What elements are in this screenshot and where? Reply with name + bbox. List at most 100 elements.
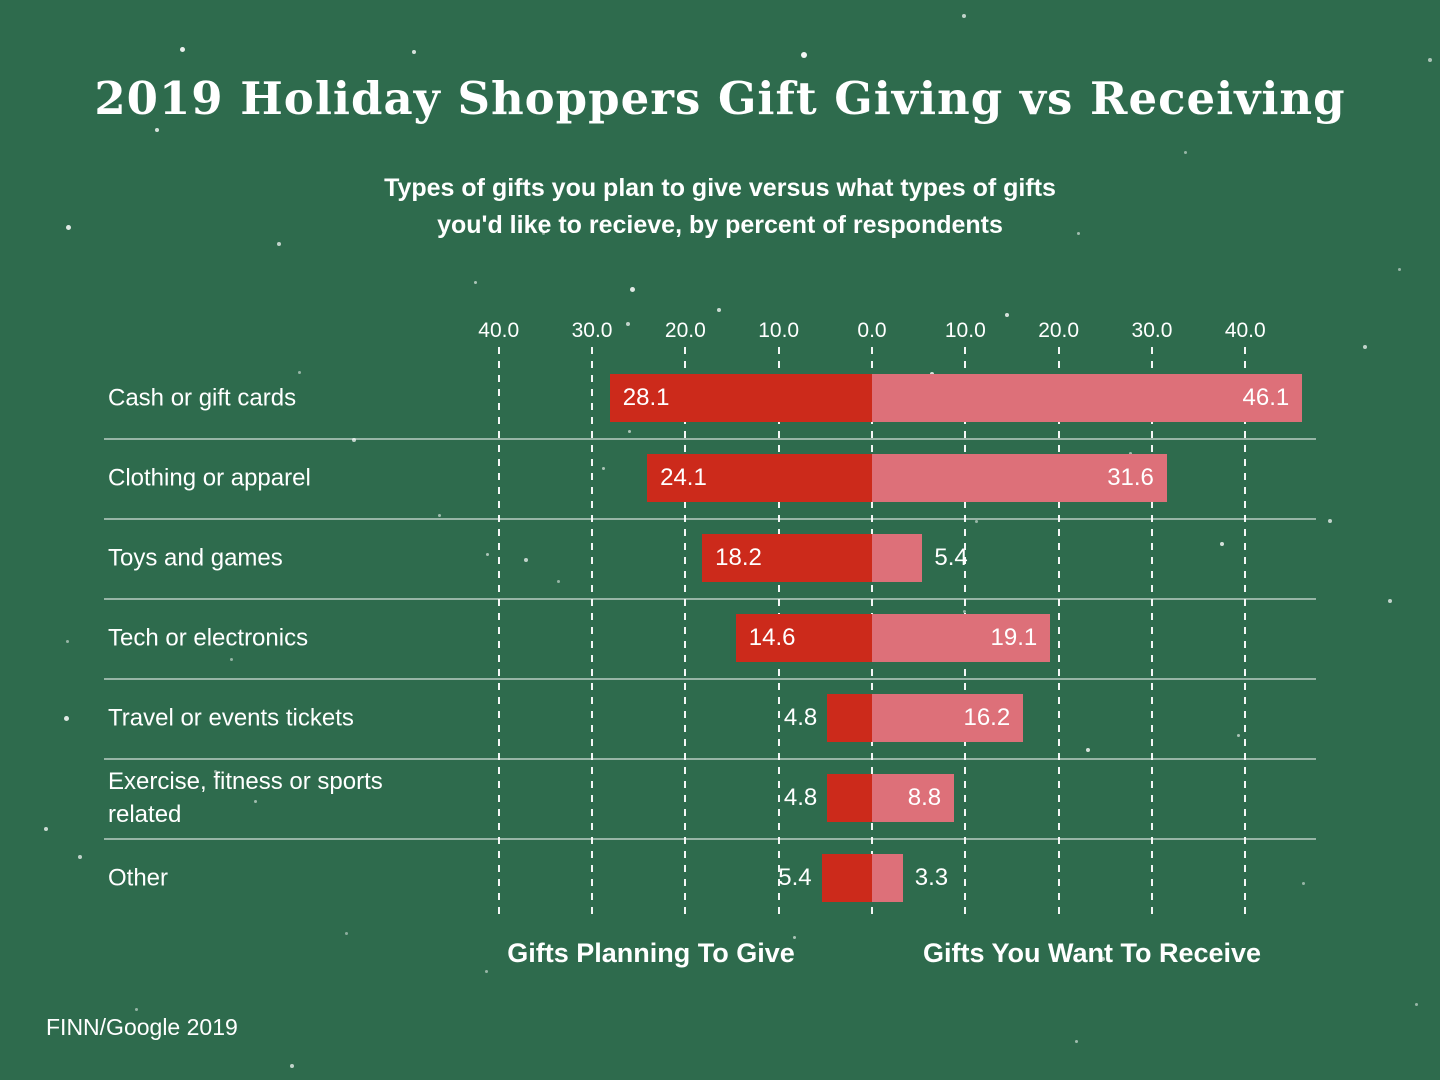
category-label: Cash or gift cards xyxy=(108,384,297,412)
snow-dot xyxy=(78,855,82,859)
snow-dot xyxy=(64,716,69,721)
value-label-receive: 19.1 xyxy=(990,624,1038,651)
chart-subtitle-line1: Types of gifts you plan to give versus w… xyxy=(384,174,1056,202)
snow-dot xyxy=(1388,599,1392,603)
snow-dot xyxy=(290,1064,294,1068)
gridline xyxy=(497,347,500,915)
row-separator xyxy=(104,438,1316,440)
snow-dot xyxy=(214,770,217,773)
category-label: Toys and games xyxy=(108,544,283,572)
value-label-receive: 3.3 xyxy=(914,864,949,891)
category-label: Tech or electronics xyxy=(108,624,309,652)
gridline xyxy=(591,347,594,915)
bar-gifts-want-to-receive xyxy=(872,854,903,902)
snow-dot xyxy=(352,438,356,442)
snow-dot xyxy=(626,322,630,326)
snow-dot xyxy=(438,514,441,517)
row-separator xyxy=(104,758,1316,760)
snow-dot xyxy=(1086,748,1090,752)
x-axis-tick: 40.0 xyxy=(478,319,520,342)
value-label-give: 24.1 xyxy=(660,464,707,491)
snow-dot xyxy=(66,640,69,643)
value-label-receive: 46.1 xyxy=(1242,384,1290,411)
snow-dot xyxy=(542,232,545,235)
snow-dot xyxy=(630,287,635,292)
x-axis-tick: 10.0 xyxy=(944,319,986,342)
value-label-receive: 5.4 xyxy=(934,544,968,571)
snow-dot xyxy=(602,467,605,470)
snow-dot xyxy=(1220,542,1224,546)
bar-gifts-planning-to-give xyxy=(609,374,872,422)
snow-dot xyxy=(1077,232,1080,235)
snow-dot xyxy=(1428,58,1432,62)
snow-dot xyxy=(345,932,348,935)
snow-dot xyxy=(155,128,159,132)
snow-dot xyxy=(1184,151,1187,154)
snow-dot xyxy=(298,371,301,374)
snow-dot xyxy=(412,50,416,54)
row-separator xyxy=(104,838,1316,840)
snow-dot xyxy=(801,52,807,58)
snow-dot xyxy=(1302,882,1305,885)
snow-dot xyxy=(1075,1040,1078,1043)
bar-gifts-planning-to-give xyxy=(827,694,872,742)
snow-dot xyxy=(1129,452,1132,455)
x-axis-tick: 30.0 xyxy=(1131,319,1173,342)
snow-dot xyxy=(1005,313,1009,317)
x-axis-tick: 20.0 xyxy=(1038,319,1080,342)
value-label-receive: 31.6 xyxy=(1107,464,1154,491)
chart-subtitle-line2: you'd like to recieve, by percent of res… xyxy=(437,211,1003,239)
snow-dot xyxy=(486,553,489,556)
row-separator xyxy=(104,518,1316,520)
value-label-give: 18.2 xyxy=(715,544,762,571)
category-label: Other xyxy=(108,864,169,892)
bar-gifts-planning-to-give xyxy=(827,774,872,822)
snow-dot xyxy=(717,308,721,312)
gridline xyxy=(684,347,687,915)
snow-dot xyxy=(44,827,48,831)
legend-label-receive: Gifts You Want To Receive xyxy=(922,938,1262,968)
snow-dot xyxy=(135,1008,138,1011)
chart-title: 2019 Holiday Shoppers Gift Giving vs Rec… xyxy=(94,72,1346,125)
bar-gifts-want-to-receive xyxy=(872,774,955,822)
x-axis-tick: 20.0 xyxy=(664,319,706,342)
chart-subtitle: Types of gifts you plan to give versus w… xyxy=(0,170,1440,244)
value-label-give: 4.8 xyxy=(783,704,818,731)
x-axis-tick: 0.0 xyxy=(857,319,887,342)
bar-gifts-want-to-receive xyxy=(872,374,1303,422)
category-label: Exercise, fitness or sports related xyxy=(108,768,383,828)
snow-dot xyxy=(180,47,185,52)
snow-dot xyxy=(485,970,488,973)
row-separator xyxy=(104,598,1316,600)
legend-label-give: Gifts Planning To Give xyxy=(507,938,795,968)
value-label-give: 14.6 xyxy=(748,624,796,651)
gridline xyxy=(1244,347,1247,915)
value-label-receive: 8.8 xyxy=(907,784,942,811)
bar-gifts-planning-to-give xyxy=(821,854,872,902)
value-label-give: 28.1 xyxy=(622,384,670,411)
x-axis-tick: 40.0 xyxy=(1224,319,1266,342)
category-label: Clothing or apparel xyxy=(108,464,311,492)
bar-gifts-planning-to-give xyxy=(735,614,872,662)
category-label: Travel or events tickets xyxy=(108,704,354,732)
snow-dot xyxy=(230,658,233,661)
x-axis-tick: 10.0 xyxy=(758,319,800,342)
value-label-give: 4.8 xyxy=(783,784,818,811)
snow-dot xyxy=(557,580,560,583)
value-label-give: 5.4 xyxy=(778,864,812,891)
x-axis-tick: 30.0 xyxy=(571,319,613,342)
snow-dot xyxy=(1101,957,1105,961)
snow-dot xyxy=(1363,345,1367,349)
snow-dot xyxy=(474,281,477,284)
bar-gifts-want-to-receive xyxy=(872,534,923,582)
gridline xyxy=(1057,347,1060,915)
bar-gifts-want-to-receive xyxy=(872,454,1167,502)
snow-dot xyxy=(524,558,528,562)
snow-dot xyxy=(962,14,966,18)
snow-dot xyxy=(1328,519,1332,523)
bar-gifts-want-to-receive xyxy=(872,694,1024,742)
snow-dot xyxy=(1398,268,1401,271)
snow-dot xyxy=(975,520,978,523)
snow-dot xyxy=(1237,734,1240,737)
